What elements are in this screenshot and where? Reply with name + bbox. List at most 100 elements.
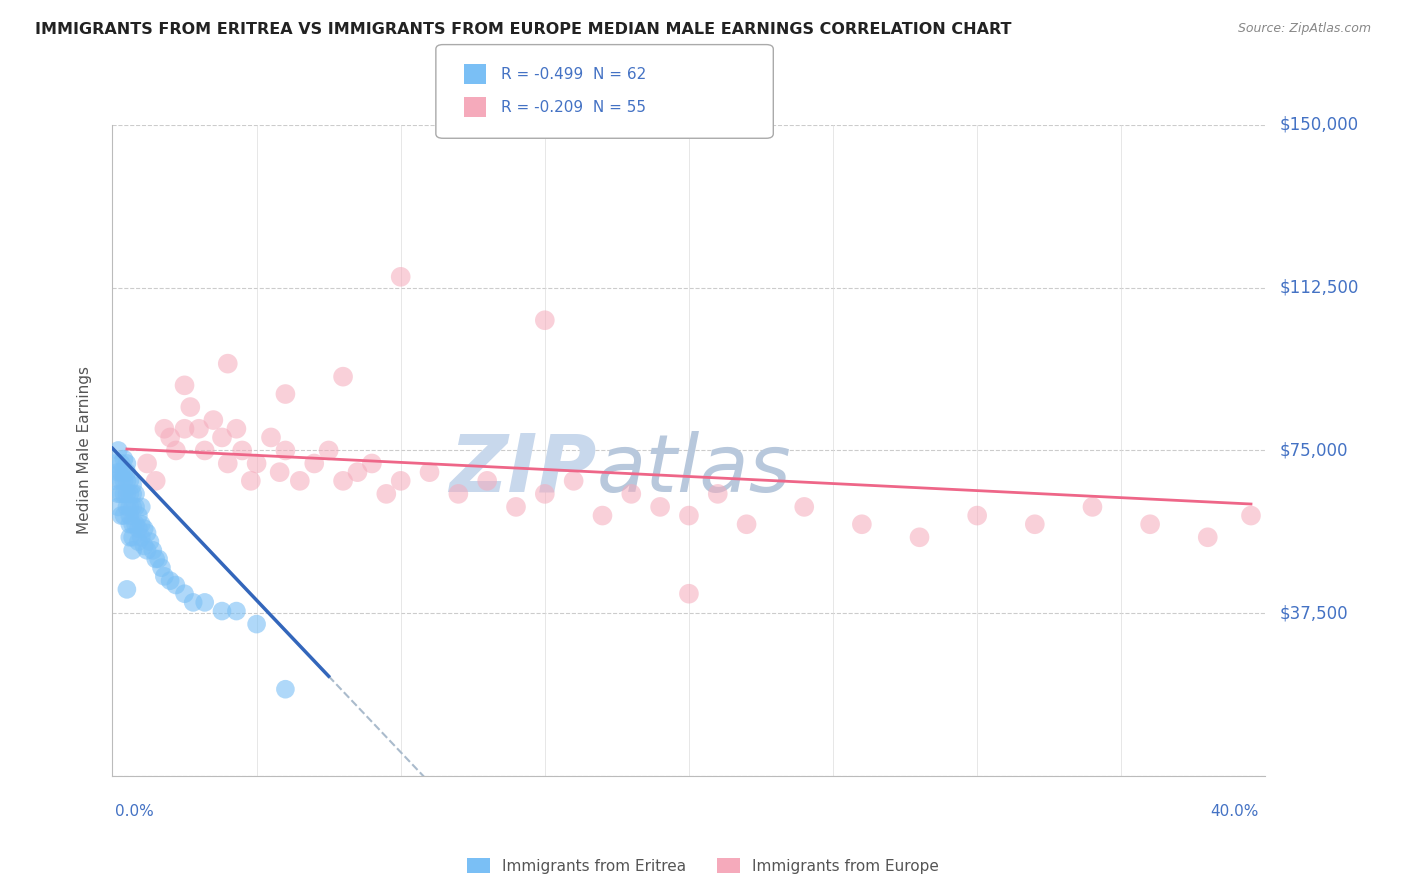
Point	[159, 430, 181, 444]
Point	[112, 465, 135, 479]
Text: atlas: atlas	[596, 431, 792, 509]
Text: IMMIGRANTS FROM ERITREA VS IMMIGRANTS FROM EUROPE MEDIAN MALE EARNINGS CORRELATI: IMMIGRANTS FROM ERITREA VS IMMIGRANTS FR…	[35, 22, 1012, 37]
Point	[179, 400, 201, 414]
Point	[318, 443, 340, 458]
Point	[107, 443, 129, 458]
Point	[145, 552, 167, 566]
Point	[706, 487, 728, 501]
Point	[121, 530, 143, 544]
Text: R = -0.209  N = 55: R = -0.209 N = 55	[501, 100, 645, 114]
Point	[202, 413, 225, 427]
Point	[332, 474, 354, 488]
Point	[648, 500, 672, 514]
Text: $150,000: $150,000	[1279, 116, 1358, 134]
Point	[269, 465, 291, 479]
Point	[304, 457, 326, 471]
Point	[533, 313, 555, 327]
Point	[121, 543, 143, 558]
Point	[1197, 530, 1219, 544]
Point	[419, 465, 441, 479]
Point	[346, 465, 368, 479]
Point	[121, 487, 143, 501]
Point	[173, 422, 195, 436]
Point	[288, 474, 311, 488]
Point	[148, 552, 170, 566]
Point	[908, 530, 931, 544]
Point	[112, 508, 135, 523]
Point	[134, 522, 156, 536]
Point	[139, 534, 162, 549]
Point	[533, 487, 555, 501]
Point	[124, 500, 146, 514]
Point	[1240, 508, 1263, 523]
Point	[239, 474, 262, 488]
Point	[124, 517, 146, 532]
Point	[217, 357, 239, 371]
Point	[245, 617, 267, 632]
Point	[245, 457, 267, 471]
Point	[1139, 517, 1161, 532]
Point	[274, 387, 297, 401]
Point	[274, 443, 297, 458]
Point	[225, 422, 247, 436]
Point	[121, 478, 143, 492]
Point	[118, 474, 141, 488]
Point	[181, 595, 204, 609]
Point	[115, 457, 138, 471]
Point	[389, 474, 412, 488]
Point	[124, 487, 146, 501]
Point	[145, 474, 167, 488]
Point	[447, 487, 470, 501]
Point	[1024, 517, 1046, 532]
Point	[127, 534, 149, 549]
Point	[110, 508, 132, 523]
Point	[136, 543, 159, 558]
Point	[173, 587, 195, 601]
Point	[188, 422, 211, 436]
Point	[592, 508, 614, 523]
Point	[173, 378, 195, 392]
Point	[159, 574, 181, 588]
Y-axis label: Median Male Earnings: Median Male Earnings	[77, 367, 91, 534]
Text: 40.0%: 40.0%	[1211, 805, 1258, 819]
Point	[678, 508, 700, 523]
Point	[129, 517, 153, 532]
Point	[260, 430, 283, 444]
Point	[1081, 500, 1104, 514]
Point	[150, 560, 173, 574]
Point	[211, 430, 233, 444]
Point	[389, 269, 412, 284]
Legend: Immigrants from Eritrea, Immigrants from Europe: Immigrants from Eritrea, Immigrants from…	[461, 852, 945, 880]
Point	[107, 465, 129, 479]
Point	[104, 474, 127, 488]
Point	[118, 530, 141, 544]
Text: $37,500: $37,500	[1279, 604, 1348, 623]
Point	[115, 582, 138, 597]
Point	[225, 604, 247, 618]
Point	[115, 465, 138, 479]
Point	[134, 539, 156, 553]
Point	[110, 474, 132, 488]
Point	[678, 587, 700, 601]
Point	[118, 517, 141, 532]
Point	[194, 443, 217, 458]
Point	[121, 500, 143, 514]
Point	[332, 369, 354, 384]
Point	[136, 525, 159, 540]
Point	[217, 457, 239, 471]
Point	[115, 487, 138, 501]
Point	[112, 474, 135, 488]
Text: R = -0.499  N = 62: R = -0.499 N = 62	[501, 67, 645, 81]
Point	[118, 500, 141, 514]
Point	[211, 604, 233, 618]
Point	[110, 487, 132, 501]
Point	[793, 500, 815, 514]
Point	[118, 508, 141, 523]
Point	[194, 595, 217, 609]
Point	[505, 500, 527, 514]
Text: 0.0%: 0.0%	[115, 805, 155, 819]
Point	[475, 474, 498, 488]
Point	[118, 487, 141, 501]
Point	[153, 569, 176, 583]
Point	[104, 457, 127, 471]
